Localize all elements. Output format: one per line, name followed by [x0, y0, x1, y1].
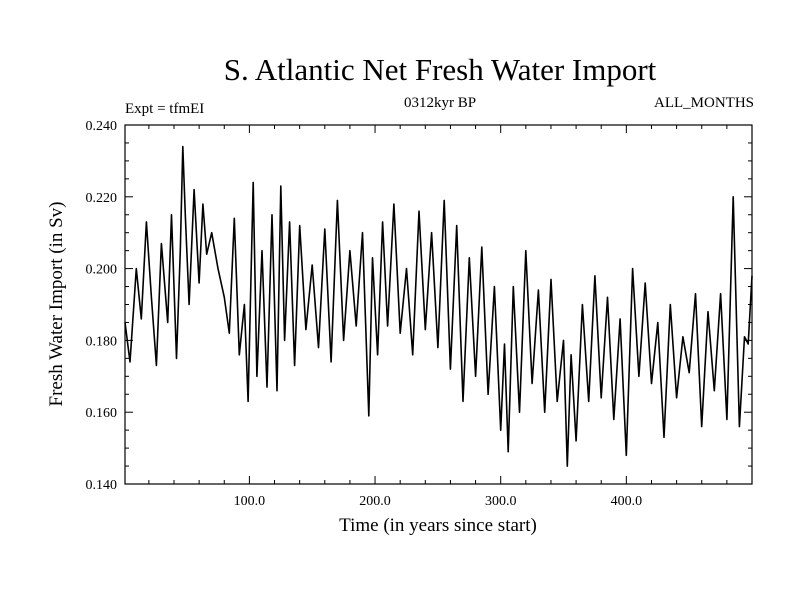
x-tick-label: 200.0: [359, 494, 391, 509]
chart-subtitle: 0312kyr BP: [403, 95, 477, 111]
x-tick-label: 100.0: [234, 494, 266, 509]
y-tick-label: 0.200: [86, 263, 118, 278]
y-tick-label: 0.180: [86, 334, 118, 349]
months-label: ALL_MONTHS: [654, 95, 754, 111]
y-tick-label: 0.240: [86, 119, 118, 134]
plot-frame: [124, 124, 753, 485]
y-tick-label: 0.160: [86, 406, 118, 421]
x-tick-label: 400.0: [611, 494, 643, 509]
series-line: [124, 145, 753, 467]
y-tick-label: 0.220: [86, 191, 118, 206]
x-axis-label: Time (in years since start): [339, 515, 537, 536]
chart-title: S. Atlantic Net Fresh Water Import: [223, 52, 657, 87]
y-axis-label: Fresh Water Import (in Sv): [46, 202, 67, 407]
axis-ticks: [125, 124, 753, 485]
x-tick-label: 300.0: [485, 494, 517, 509]
axis-labels: 0.140 0.160 0.180 0.200 0.220 0.240 100.0 200.0…: [86, 119, 643, 509]
plot-data: [124, 145, 753, 467]
experiment-label: Expt = tfmEI: [125, 101, 205, 117]
y-tick-label: 0.140: [86, 478, 118, 493]
